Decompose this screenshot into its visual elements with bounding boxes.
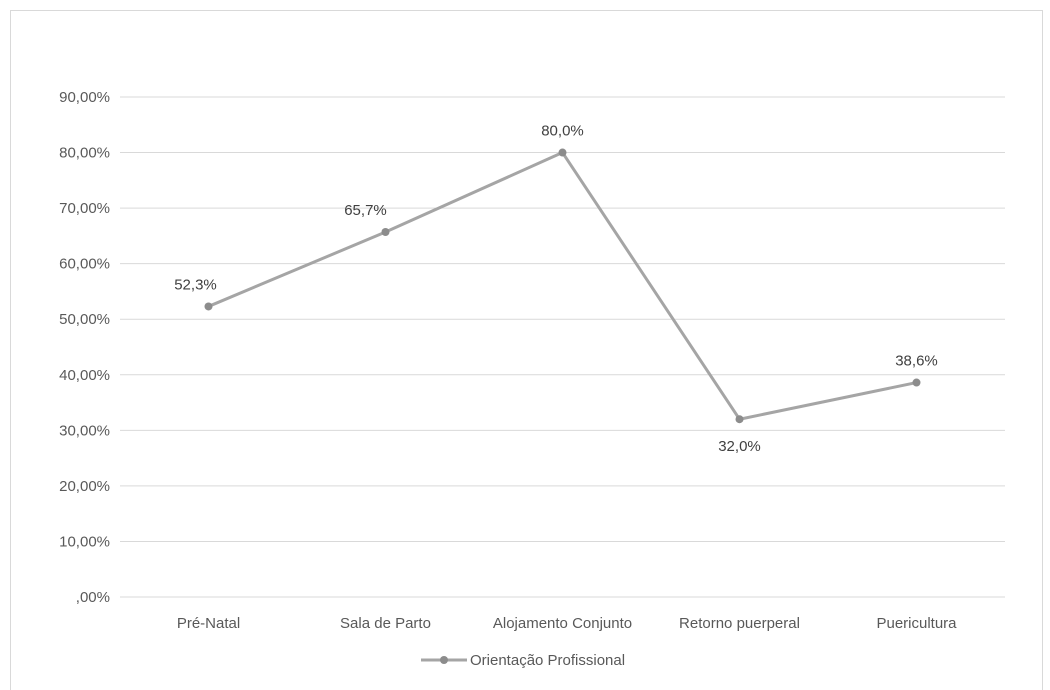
series-group [204,148,921,424]
y-tick-label: 20,00% [59,478,110,495]
data-point [912,378,921,387]
data-label: 65,7% [344,202,387,219]
y-tick-label: 70,00% [59,200,110,217]
chart-frame [10,10,1043,690]
y-tick-label: ,00% [76,589,110,606]
data-label: 52,3% [174,276,217,293]
x-tick-label: Puericultura [876,615,957,632]
data-label: 38,6% [895,353,938,370]
data-label: 80,0% [541,123,584,140]
legend-label: Orientação Profissional [470,652,625,669]
x-tick-label: Sala de Parto [340,615,431,632]
x-tick-label: Retorno puerperal [679,615,800,632]
data-point [381,228,390,236]
data-labels: 52,3% 65,7% 80,0% 32,0% 38,6% [174,123,938,456]
gridlines [120,96,1005,598]
series-line [207,151,917,421]
y-tick-label: 90,00% [59,89,110,106]
y-tick-label: 60,00% [59,256,110,273]
y-tick-label: 40,00% [59,367,110,384]
legend: Orientação Profissional [421,652,625,669]
x-axis: Pré-Natal Sala de Parto Alojamento Conjunt… [177,615,957,632]
x-tick-label: Pré-Natal [177,615,240,632]
data-point [204,302,213,311]
data-point [558,148,567,157]
data-label: 32,0% [718,438,761,455]
data-point [735,415,744,424]
y-tick-label: 80,00% [59,145,110,162]
y-axis: ,00% 10,00% 20,00% 30,00% 40,00% 50,00% 60,00%… [59,89,110,606]
x-tick-label: Alojamento Conjunto [493,615,632,632]
y-tick-label: 30,00% [59,422,110,439]
y-tick-label: 50,00% [59,311,110,328]
legend-marker [440,656,448,664]
y-tick-label: 10,00% [59,533,110,550]
